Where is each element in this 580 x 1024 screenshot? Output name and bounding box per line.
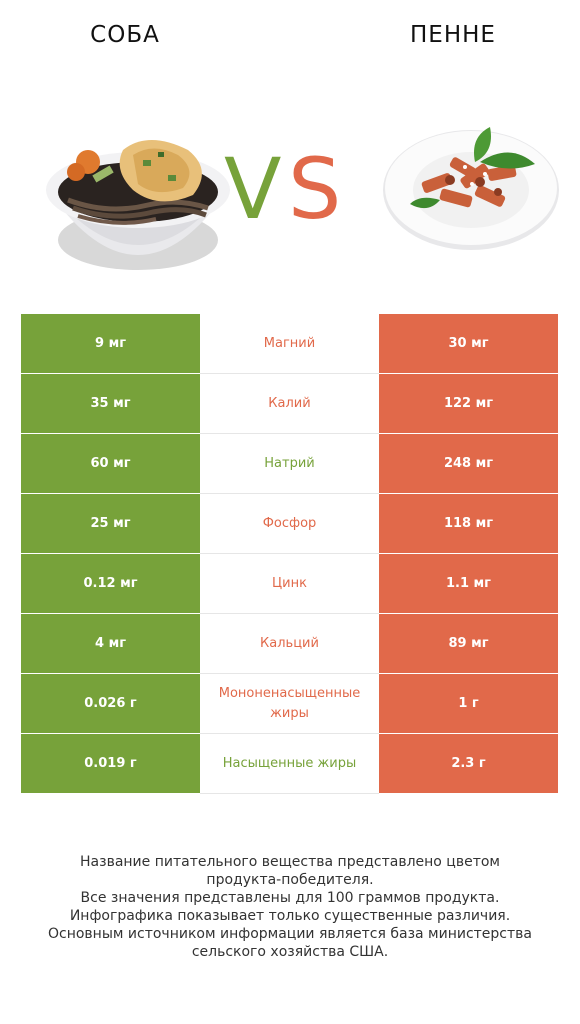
row-divider (200, 553, 379, 554)
row-divider (200, 733, 379, 734)
soba-value: 0.019 г (21, 734, 200, 793)
footer-line: продукта-победителя. (206, 872, 374, 888)
penne-value: 118 мг (379, 494, 558, 553)
comparison-row: 35 мг Калий 122 мг (21, 374, 558, 434)
comparison-row: 0.019 г Насыщенные жиры 2.3 г (21, 734, 558, 794)
comparison-row: 0.026 г Мононенасыщенные жиры 1 г (21, 674, 558, 734)
footer-note: Название питательного вещества представл… (20, 853, 560, 961)
soba-value: 35 мг (21, 374, 200, 433)
footer-line: Основным источником информации является … (48, 926, 532, 942)
nutrient-name: Калий (200, 374, 379, 433)
right-food-title: ПЕННЕ (410, 22, 496, 48)
row-divider (200, 793, 379, 794)
nutrient-name: Магний (200, 314, 379, 373)
nutrient-name: Фосфор (200, 494, 379, 553)
comparison-row: 4 мг Кальций 89 мг (21, 614, 558, 674)
comparison-row: 9 мг Магний 30 мг (21, 314, 558, 374)
footer-line: Инфографика показывает только существенн… (69, 908, 511, 924)
soba-value: 9 мг (21, 314, 200, 373)
penne-plate-image (383, 127, 559, 250)
penne-value: 122 мг (379, 374, 558, 433)
nutrient-name: Мононенасыщенные жиры (200, 674, 379, 733)
penne-value: 248 мг (379, 434, 558, 493)
penne-value: 89 мг (379, 614, 558, 673)
nutrient-name: Натрий (200, 434, 379, 493)
penne-value: 2.3 г (379, 734, 558, 793)
soba-value: 0.026 г (21, 674, 200, 733)
soba-value: 25 мг (21, 494, 200, 553)
comparison-table: 9 мг Магний 30 мг 35 мг Калий 122 мг 60 мг Натр… (21, 314, 558, 794)
left-food-title: СОБА (90, 22, 160, 48)
footer-line: сельского хозяйства США. (191, 944, 389, 960)
nutrient-name: Кальций (200, 614, 379, 673)
comparison-row: 0.12 мг Цинк 1.1 мг (21, 554, 558, 614)
soba-bowl-image (46, 140, 230, 270)
comparison-row: 25 мг Фосфор 118 мг (21, 494, 558, 554)
soba-value: 60 мг (21, 434, 200, 493)
comparison-row: 60 мг Натрий 248 мг (21, 434, 558, 494)
footer-line: Название питательного вещества представл… (80, 854, 500, 870)
vs-v-letter: V (224, 140, 281, 230)
row-divider (200, 613, 379, 614)
vs-s-letter: S (288, 140, 341, 230)
nutrient-name: Цинк (200, 554, 379, 613)
row-divider (200, 673, 379, 674)
penne-value: 30 мг (379, 314, 558, 373)
row-divider (200, 373, 379, 374)
vs-label: V S (224, 140, 341, 230)
footer-line: Все значения представлены для 100 граммо… (80, 890, 500, 906)
penne-value: 1 г (379, 674, 558, 733)
penne-value: 1.1 мг (379, 554, 558, 613)
soba-value: 0.12 мг (21, 554, 200, 613)
row-divider (200, 493, 379, 494)
soba-value: 4 мг (21, 614, 200, 673)
nutrient-name: Насыщенные жиры (200, 734, 379, 793)
row-divider (200, 433, 379, 434)
